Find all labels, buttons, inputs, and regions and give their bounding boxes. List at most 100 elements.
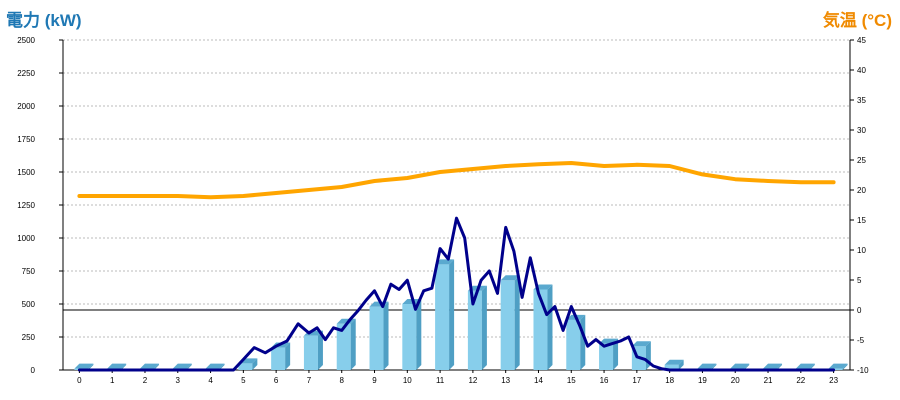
bar-top: [795, 363, 815, 369]
right-tick-label: 35: [857, 96, 866, 105]
bar-side: [153, 363, 159, 370]
bar-top: [763, 363, 783, 369]
bar: [271, 347, 286, 370]
bar-top: [205, 363, 225, 369]
left-tick-label: 750: [22, 267, 36, 276]
x-tick-label: 7: [307, 376, 312, 385]
bar-top: [730, 363, 750, 369]
x-tick-label: 3: [176, 376, 181, 385]
x-tick-label: 16: [600, 376, 609, 385]
x-tick-label: 1: [110, 376, 115, 385]
bar-side: [449, 259, 455, 370]
bar-side: [285, 342, 291, 370]
x-tick-label: 0: [77, 376, 82, 385]
bar-top: [435, 259, 455, 265]
bar: [303, 335, 318, 370]
right-tick-label: 0: [857, 306, 862, 315]
bar-side: [383, 301, 389, 370]
x-tick-label: 23: [829, 376, 838, 385]
x-tick-label: 4: [208, 376, 213, 385]
bar: [599, 343, 614, 370]
left-tick-label: 1250: [17, 201, 35, 210]
x-tick-label: 11: [436, 376, 445, 385]
temperature-line: [77, 161, 836, 200]
bar: [467, 290, 482, 370]
x-tick-label: 19: [698, 376, 707, 385]
left-tick-label: 500: [22, 300, 36, 309]
x-tick-label: 18: [665, 376, 674, 385]
bar-side: [350, 318, 356, 370]
x-tick-label: 15: [567, 376, 576, 385]
bar-side: [88, 363, 94, 370]
bar-side: [613, 338, 619, 370]
bar-top: [664, 359, 684, 365]
bar-top: [631, 341, 651, 347]
x-tick-label: 8: [340, 376, 345, 385]
x-tick-label: 5: [241, 376, 246, 385]
bar-side: [678, 359, 684, 370]
bar: [664, 364, 679, 370]
x-tick-label: 9: [372, 376, 377, 385]
bar-side: [711, 363, 717, 370]
x-tick-label: 12: [468, 376, 477, 385]
bar-side: [547, 284, 553, 370]
bar-side: [777, 363, 783, 370]
right-axis-title: 気温 (°C): [822, 11, 892, 30]
right-tick-label: 10: [857, 246, 866, 255]
right-tick-label: 15: [857, 216, 866, 225]
left-tick-label: 250: [22, 333, 36, 342]
left-tick-label: 2250: [17, 69, 35, 78]
x-tick-label: 2: [143, 376, 148, 385]
right-tick-label: -5: [857, 336, 865, 345]
bar-side: [580, 314, 586, 370]
right-tick-label: 40: [857, 66, 866, 75]
left-tick-label: 0: [31, 366, 36, 375]
right-tick-label: -10: [857, 366, 869, 375]
bar: [828, 368, 843, 370]
bar-side: [481, 285, 487, 370]
x-tick-label: 17: [632, 376, 641, 385]
x-tick-label: 13: [501, 376, 510, 385]
left-tick-label: 1000: [17, 234, 35, 243]
bar-top: [500, 275, 520, 281]
x-tick-label: 14: [534, 376, 543, 385]
right-tick-label: 25: [857, 156, 866, 165]
bar: [369, 306, 384, 370]
bar-side: [121, 363, 127, 370]
x-tick-label: 10: [403, 376, 412, 385]
right-tick-label: 5: [857, 276, 862, 285]
left-tick-label: 1500: [17, 168, 35, 177]
bar: [435, 264, 450, 370]
bar: [402, 304, 417, 370]
bar-top: [107, 363, 127, 369]
bar-top: [172, 363, 192, 369]
bar-top: [74, 363, 94, 369]
left-axis-title: 電力 (kW): [6, 11, 82, 30]
bar-side: [645, 341, 651, 370]
x-tick-label: 20: [731, 376, 740, 385]
bar: [500, 280, 515, 370]
bar-side: [252, 358, 258, 370]
left-tick-label: 2500: [17, 36, 35, 45]
bar-top: [139, 363, 159, 369]
x-tick-label: 22: [796, 376, 805, 385]
bar-side: [186, 363, 192, 370]
bar-top: [697, 363, 717, 369]
bar-side: [416, 299, 422, 370]
bar-side: [219, 363, 225, 370]
right-tick-label: 30: [857, 126, 866, 135]
bar-side: [317, 330, 323, 370]
bar: [238, 363, 253, 370]
bar-side: [514, 275, 520, 370]
bar-side: [744, 363, 750, 370]
right-tick-label: 45: [857, 36, 866, 45]
left-tick-label: 2000: [17, 102, 35, 111]
bar: [566, 319, 581, 370]
bar-side: [842, 363, 848, 370]
x-tick-label: 6: [274, 376, 279, 385]
right-tick-label: 20: [857, 186, 866, 195]
power-line: [77, 216, 836, 372]
x-tick-label: 21: [764, 376, 773, 385]
